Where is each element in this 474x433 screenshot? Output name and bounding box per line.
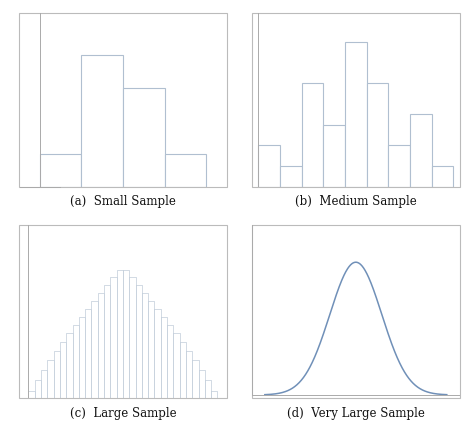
Bar	[28, 391, 35, 398]
Bar	[258, 145, 280, 187]
Bar	[164, 154, 206, 187]
Bar	[91, 301, 98, 398]
Bar	[180, 342, 186, 398]
Bar	[66, 333, 73, 398]
Bar	[35, 380, 41, 398]
Bar	[280, 166, 301, 187]
Bar	[155, 309, 161, 398]
Bar	[301, 83, 323, 187]
Bar	[85, 309, 91, 398]
Bar	[173, 333, 180, 398]
Bar	[82, 55, 123, 187]
Bar	[54, 351, 60, 398]
Text: (c)  Large Sample: (c) Large Sample	[70, 407, 176, 420]
Bar	[19, 13, 227, 187]
Bar	[345, 42, 367, 187]
Bar	[148, 301, 155, 398]
Bar	[211, 391, 218, 398]
Bar	[129, 278, 136, 398]
Bar	[323, 125, 345, 187]
Bar	[60, 342, 66, 398]
Bar	[199, 369, 205, 398]
Bar	[110, 278, 117, 398]
Text: (b)  Medium Sample: (b) Medium Sample	[295, 195, 417, 208]
Bar	[19, 225, 227, 398]
Bar	[123, 270, 129, 398]
Bar	[388, 145, 410, 187]
Bar	[252, 13, 460, 187]
Bar	[205, 380, 211, 398]
Bar	[40, 154, 82, 187]
Bar	[167, 325, 173, 398]
Bar	[104, 285, 110, 398]
Bar	[186, 351, 192, 398]
Bar	[79, 317, 85, 398]
Bar	[73, 325, 79, 398]
Bar	[47, 360, 54, 398]
Bar	[367, 83, 388, 187]
Bar	[123, 88, 164, 187]
Bar	[98, 293, 104, 398]
Bar	[117, 270, 123, 398]
Bar	[161, 317, 167, 398]
Bar	[252, 225, 460, 398]
Bar	[432, 166, 453, 187]
Bar	[142, 293, 148, 398]
Text: (a)  Small Sample: (a) Small Sample	[70, 195, 176, 208]
Bar	[192, 360, 199, 398]
Bar	[136, 285, 142, 398]
Bar	[410, 114, 432, 187]
Text: (d)  Very Large Sample: (d) Very Large Sample	[287, 407, 425, 420]
Bar	[41, 369, 47, 398]
